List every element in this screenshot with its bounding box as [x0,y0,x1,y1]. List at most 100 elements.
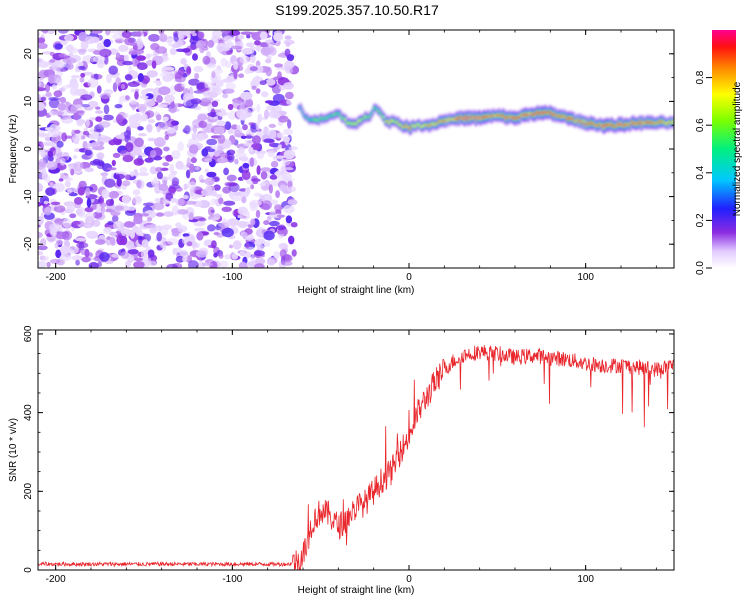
noise-cell [130,70,138,77]
noise-cell [136,62,148,70]
noise-cell [122,180,131,187]
noise-cell [240,91,253,101]
snr-y-ticks: 0 200 400 600 [23,325,674,573]
noise-cell [148,260,157,267]
noise-cell [267,150,276,158]
noise-cell [137,126,144,131]
noise-cell [249,199,262,207]
noise-cell [93,128,101,133]
noise-cell [265,78,276,86]
noise-cell [125,240,135,249]
spectrogram-x-tick-label: 0 [406,272,412,283]
noise-cell [139,213,150,217]
noise-cell [259,31,268,40]
noise-cell [275,225,287,231]
noise-cell [237,65,244,71]
noise-cell [85,212,96,219]
noise-cell [282,136,291,143]
noise-cell [187,181,197,191]
noise-cell [98,121,111,128]
noise-cell [108,191,120,199]
noise-cell [216,120,226,127]
noise-cell [105,208,113,213]
noise-cell [194,166,200,171]
spectrogram-y-ticks: -20 -10 0 10 20 [23,48,674,251]
noise-cell [164,199,170,204]
noise-cell [175,222,182,228]
noise-cell [237,35,245,40]
noise-cell [125,206,136,211]
noise-cell [139,167,148,173]
noise-cell [227,30,241,36]
spectrogram-signal-ridge [297,102,674,136]
noise-cell [103,227,112,233]
noise-cell [42,256,49,261]
noise-cell [42,167,47,177]
snr-x-tick-label: -200 [46,574,66,585]
noise-cell [133,217,143,225]
noise-cell [291,249,297,257]
noise-cell [225,60,232,68]
noise-cell [80,94,93,101]
noise-cell [239,250,246,257]
noise-cell [201,188,213,197]
colorbar: 0.0 0.2 0.4 0.6 0.8 Normalized spectral ampl… [695,30,743,275]
noise-cell [249,54,256,64]
noise-cell [91,141,102,146]
noise-cell [275,190,280,199]
noise-cell [156,171,163,180]
noise-cell [66,105,78,114]
noise-cell [207,206,215,217]
noise-cell [218,260,229,268]
noise-cell [144,99,156,107]
noise-cell [71,255,83,261]
spectrogram-noise-region [38,30,300,268]
noise-cell [50,201,61,206]
noise-cell [142,202,154,207]
noise-cell [191,240,197,248]
noise-cell [137,73,144,82]
noise-cell [68,52,74,57]
noise-cell [217,134,226,144]
noise-cell [221,227,234,238]
noise-cell [108,139,117,146]
noise-cell [85,230,97,237]
noise-cell [238,261,248,268]
noise-cell [196,231,204,241]
noise-cell [40,96,47,102]
noise-cell [230,196,243,202]
noise-cell [121,194,131,204]
noise-cell [250,184,255,190]
snr-y-label: SNR (10 * v/v) [8,418,19,482]
noise-cell [190,36,200,40]
noise-cell [214,126,225,135]
noise-cell [245,242,250,249]
noise-cell [231,124,239,130]
noise-cell [240,31,253,35]
noise-cell [132,44,138,51]
noise-cell [38,87,47,92]
noise-cell [166,238,179,245]
spectrogram-x-ticks: -200 -100 0 100 [46,30,657,283]
snr-y-tick-label: 200 [23,483,34,500]
spectrogram-x-tick-label: -100 [222,272,242,283]
noise-cell [169,48,177,56]
noise-cell [72,221,81,225]
noise-cell [124,174,131,181]
noise-cell [115,114,124,124]
noise-cell [87,78,99,88]
noise-cell [118,44,129,53]
noise-cell [184,200,197,205]
noise-cell [213,150,220,157]
noise-cell [96,205,102,214]
noise-cell [242,162,250,169]
noise-cell [99,48,112,58]
noise-cell [109,30,123,34]
noise-cell [231,45,243,50]
noise-cell [283,149,296,160]
noise-cell [232,191,241,197]
noise-cell [149,166,157,175]
noise-cell [74,197,83,205]
noise-cell [134,91,139,100]
noise-cell [114,203,125,213]
